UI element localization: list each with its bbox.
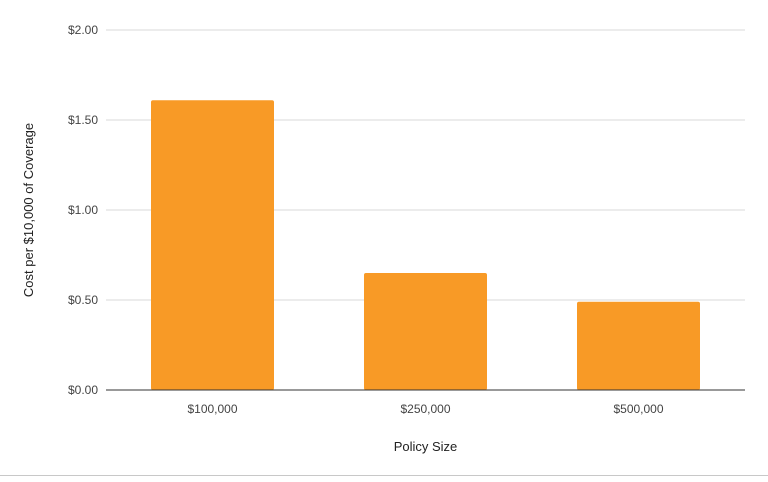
y-axis-title: Cost per $10,000 of Coverage xyxy=(21,123,36,297)
x-tick-label: $250,000 xyxy=(400,402,450,416)
x-tick-label: $500,000 xyxy=(613,402,663,416)
y-tick-label: $2.00 xyxy=(68,23,98,37)
bar xyxy=(577,301,700,390)
y-tick-labels: $0.00 $0.50 $1.00 $1.50 $2.00 xyxy=(68,23,98,397)
frame-bottom-border xyxy=(0,475,768,476)
y-tick-label: $0.50 xyxy=(68,293,98,307)
y-tick-label: $0.00 xyxy=(68,383,98,397)
bar xyxy=(364,273,487,390)
bars xyxy=(151,100,700,390)
x-tick-label: $100,000 xyxy=(187,402,237,416)
x-tick-labels: $100,000 $250,000 $500,000 xyxy=(187,402,663,416)
x-axis-title: Policy Size xyxy=(394,439,458,454)
y-tick-label: $1.00 xyxy=(68,203,98,217)
y-tick-label: $1.50 xyxy=(68,113,98,127)
bar xyxy=(151,100,274,390)
